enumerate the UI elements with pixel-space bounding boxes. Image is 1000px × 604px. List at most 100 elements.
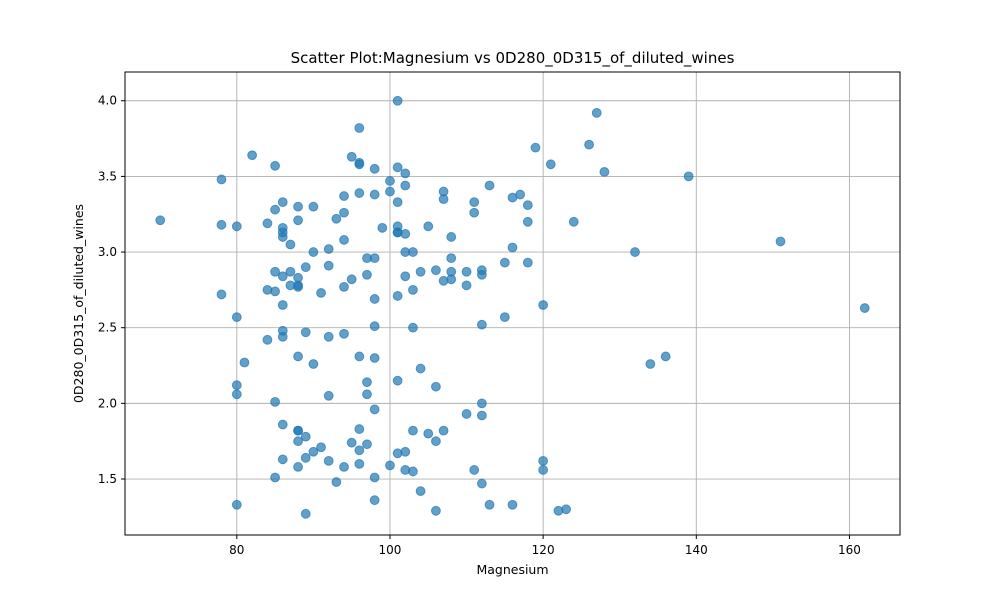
scatter-point	[431, 265, 441, 276]
scatter-point	[369, 495, 380, 506]
scatter-point	[285, 266, 296, 277]
scatter-point	[484, 499, 495, 510]
scatter-point	[499, 312, 510, 323]
scatter-point	[354, 351, 365, 362]
scatter-point	[400, 168, 411, 179]
scatter-point	[277, 331, 288, 342]
scatter-point	[354, 458, 365, 469]
scatter-point	[369, 321, 380, 332]
scatter-point	[568, 216, 579, 227]
scatter-point	[415, 266, 426, 277]
scatter-point	[408, 284, 418, 295]
scatter-point	[362, 269, 372, 280]
scatter-point	[660, 351, 671, 362]
scatter-point	[362, 439, 372, 450]
scatter-point	[339, 207, 349, 218]
scatter-point	[385, 176, 395, 186]
scatter-point	[431, 381, 441, 392]
y-tick-label: 3.0	[98, 245, 117, 259]
scatter-point	[300, 327, 311, 338]
scatter-point	[369, 472, 380, 483]
scatter-point	[476, 410, 487, 421]
scatter-point	[262, 334, 273, 345]
scatter-point	[323, 331, 334, 342]
scatter-point	[645, 359, 656, 369]
scatter-point	[683, 171, 694, 182]
scatter-point	[277, 419, 288, 430]
scatter-point	[507, 499, 518, 510]
scatter-point	[293, 436, 303, 447]
scatter-point	[316, 288, 326, 298]
scatter-point	[300, 452, 311, 463]
scatter-point	[859, 303, 870, 313]
scatter-point	[231, 380, 242, 391]
scatter-point	[339, 235, 349, 245]
axes-frame	[124, 71, 901, 536]
scatter-point	[339, 191, 349, 201]
scatter-point	[308, 359, 319, 369]
scatter-point	[277, 454, 288, 465]
scatter-point	[538, 300, 549, 310]
scatter-point	[346, 274, 357, 285]
scatter-point	[446, 253, 457, 264]
scatter-point	[385, 186, 395, 197]
scatter-point	[369, 294, 380, 304]
scatter-point	[216, 219, 227, 230]
scatter-point	[369, 253, 380, 264]
scatter-point	[431, 436, 441, 447]
scatter-point	[538, 455, 549, 466]
scatter-point	[446, 274, 457, 285]
scatter-point	[538, 465, 549, 475]
scatter-point	[155, 215, 166, 226]
scatter-point	[346, 437, 357, 448]
scatter-point	[530, 142, 541, 153]
scatter-point	[293, 425, 303, 436]
scatter-point	[231, 499, 242, 510]
scatter-point	[507, 242, 518, 253]
scatter-point	[415, 486, 426, 497]
y-tick-label: 4.0	[98, 94, 117, 108]
scatter-point	[591, 107, 602, 118]
scatter-point	[362, 389, 372, 400]
scatter-point	[522, 257, 533, 268]
scatter-point	[392, 162, 403, 173]
scatter-point	[277, 232, 288, 242]
scatter-point	[385, 460, 395, 471]
y-axis-label: 0D280_0D315_of_diluted_wines	[71, 204, 86, 403]
scatter-point	[354, 188, 365, 198]
scatter-point	[262, 218, 273, 229]
scatter-point	[431, 505, 441, 516]
scatter-point	[277, 300, 288, 310]
scatter-point	[231, 312, 242, 323]
y-tick-label: 3.5	[98, 169, 117, 183]
scatter-point	[400, 180, 411, 191]
x-tick-label: 140	[685, 543, 708, 557]
scatter-point	[323, 260, 334, 271]
scatter-point	[476, 269, 487, 280]
scatter-point	[599, 166, 610, 177]
scatter-point	[231, 221, 242, 232]
scatter-point	[300, 508, 311, 519]
scatter-point	[331, 213, 342, 224]
scatter-point	[270, 204, 280, 215]
scatter-point	[293, 281, 303, 292]
scatter-point	[277, 197, 288, 208]
x-tick-label: 160	[838, 543, 861, 557]
scatter-point	[423, 428, 434, 439]
scatter-point	[239, 357, 250, 368]
scatter-point	[469, 207, 480, 218]
y-tick-label: 2.5	[98, 321, 117, 335]
scatter-point	[216, 174, 227, 185]
x-axis-label: Magnesium	[476, 562, 548, 577]
scatter-point	[293, 351, 303, 362]
scatter-point	[461, 280, 472, 291]
scatter-point	[270, 472, 280, 483]
scatter-point	[339, 328, 349, 339]
scatter-point	[323, 244, 334, 254]
scatter-point	[400, 446, 411, 457]
x-tick-label: 120	[532, 543, 555, 557]
chart-title: Scatter Plot:Magnesium vs 0D280_0D315_of…	[291, 49, 735, 68]
scatter-point	[323, 455, 334, 466]
scatter-point	[354, 123, 365, 133]
